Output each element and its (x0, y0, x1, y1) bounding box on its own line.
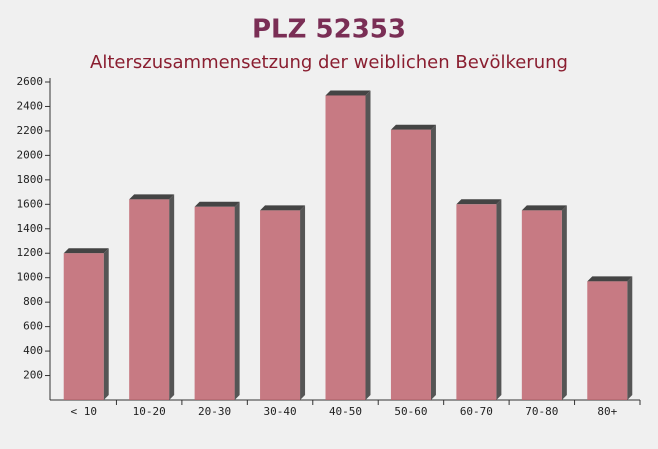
bar-side (300, 205, 306, 400)
bar-side (365, 90, 371, 400)
bar-side (496, 199, 502, 400)
bar (587, 281, 628, 400)
bar-top (456, 199, 502, 205)
chart-subtitle: Alterszusammensetzung der weiblichen Bev… (90, 52, 568, 73)
x-tick-label: 60-70 (460, 405, 493, 418)
bar (63, 253, 104, 400)
bar (260, 210, 301, 400)
y-tick-label: 2000 (17, 148, 44, 161)
chart-title: PLZ 52353 (252, 15, 406, 45)
x-tick-label: 20-30 (198, 405, 231, 418)
bar (521, 210, 562, 400)
bar-side (627, 276, 633, 400)
y-tick-label: 800 (23, 295, 43, 308)
y-tick-label: 2400 (17, 99, 44, 112)
bar-top (521, 205, 567, 211)
bar-side (430, 124, 436, 400)
x-tick-label: 40-50 (329, 405, 362, 418)
y-tick-label: 1200 (17, 246, 44, 259)
bar (129, 199, 170, 400)
bar-top (390, 124, 436, 130)
x-tick-label: 50-60 (394, 405, 427, 418)
y-tick-label: 2600 (17, 75, 44, 88)
bar (325, 95, 366, 400)
y-tick-label: 2200 (17, 124, 44, 137)
bar-side (169, 194, 175, 400)
y-tick-label: 1800 (17, 173, 44, 186)
bar-side (103, 248, 109, 400)
x-tick-label: 30-40 (263, 405, 296, 418)
bar-top (587, 276, 633, 282)
y-tick-label: 400 (23, 344, 43, 357)
bar (390, 129, 431, 400)
y-tick-label: 1000 (17, 271, 44, 284)
bar-top (325, 90, 371, 96)
bar-top (129, 194, 175, 200)
y-tick-label: 200 (23, 369, 43, 382)
bar-side (561, 205, 567, 400)
y-tick-label: 1400 (17, 222, 44, 235)
bar-top (260, 205, 306, 211)
x-tick-label: 10-20 (133, 405, 166, 418)
bar (456, 204, 497, 400)
bar-top (63, 248, 109, 254)
y-tick-label: 600 (23, 320, 43, 333)
x-tick-label: < 10 (70, 405, 97, 418)
x-tick-label: 80+ (597, 405, 617, 418)
y-tick-label: 1600 (17, 197, 44, 210)
bar-top (194, 201, 240, 207)
bar (194, 206, 235, 400)
x-tick-label: 70-80 (525, 405, 558, 418)
bar-side (234, 201, 240, 400)
